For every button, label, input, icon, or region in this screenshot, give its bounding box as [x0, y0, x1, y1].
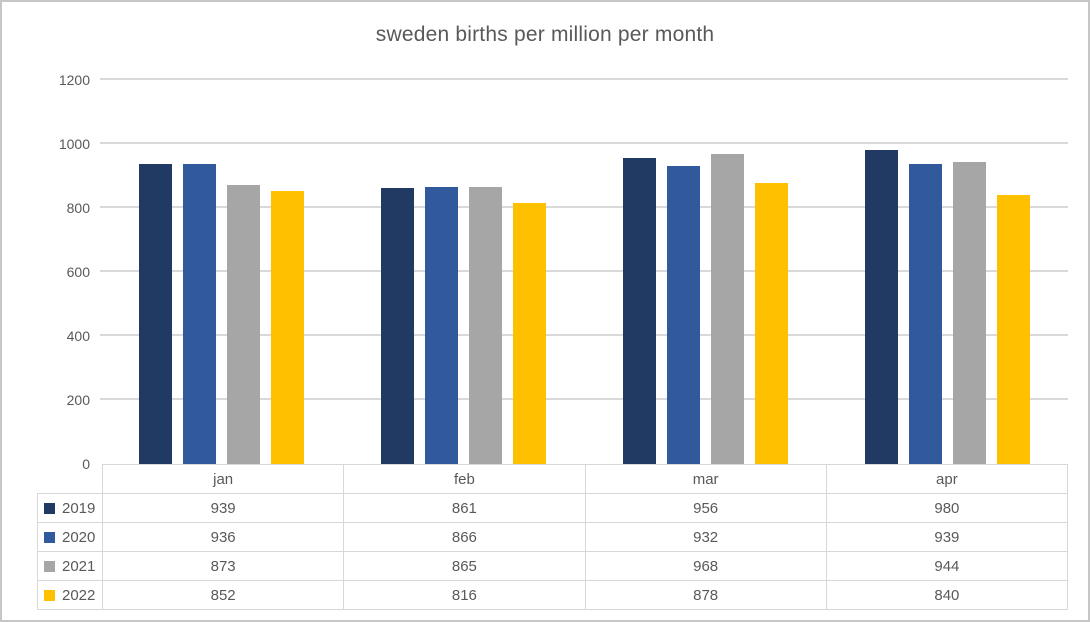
- gridline-200: [100, 398, 1068, 400]
- legend-swatch-icon-2022: [44, 589, 55, 601]
- bar-group-apr: [826, 80, 1068, 464]
- bar-2022-apr[interactable]: [996, 195, 1030, 464]
- bar-2021-mar[interactable]: [710, 154, 744, 464]
- bar-2019-mar[interactable]: [622, 158, 656, 464]
- bar-2021-feb[interactable]: [468, 187, 502, 464]
- legend-label-2019: 2019: [62, 499, 96, 517]
- data-table-row-2019: 2019 939 861 956 980: [37, 493, 1069, 523]
- legend-2022: 2022: [37, 580, 103, 610]
- gridline-400: [100, 334, 1068, 336]
- bar-group-feb: [342, 80, 584, 464]
- legend-swatch-icon-2020: [44, 531, 55, 543]
- y-tick-label-600: 600: [66, 264, 90, 280]
- column-header-jan: jan: [101, 464, 345, 494]
- y-tick-label-200: 200: [66, 392, 90, 408]
- bar-group-jan: [100, 80, 342, 464]
- cell-2021-jan: 873: [101, 551, 345, 581]
- bar-2020-jan[interactable]: [182, 164, 216, 464]
- cell-2021-feb: 865: [343, 551, 586, 581]
- bar-2019-feb[interactable]: [380, 188, 414, 464]
- gridline-600: [100, 270, 1068, 272]
- data-table-corner: [38, 465, 103, 494]
- legend-2019: 2019: [37, 493, 103, 523]
- cell-2020-feb: 866: [343, 522, 586, 552]
- cell-2019-apr: 980: [825, 493, 1069, 523]
- gridline-800: [100, 206, 1068, 208]
- legend-2021: 2021: [37, 551, 103, 581]
- legend-label-2021: 2021: [62, 557, 96, 575]
- gridline-1200: [100, 78, 1068, 80]
- data-table-row-2021: 2021 873 865 968 944: [37, 551, 1069, 581]
- cell-2022-apr: 840: [825, 580, 1069, 610]
- bar-group-mar: [584, 80, 826, 464]
- cell-2019-jan: 939: [101, 493, 345, 523]
- column-header-mar: mar: [584, 464, 827, 494]
- cell-2020-jan: 936: [101, 522, 345, 552]
- cell-2021-mar: 968: [584, 551, 827, 581]
- data-table-header-row: jan feb mar apr: [38, 464, 1069, 494]
- cell-2019-feb: 861: [343, 493, 586, 523]
- y-tick-label-1000: 1000: [58, 136, 90, 152]
- bar-2021-apr[interactable]: [952, 161, 986, 464]
- cell-2020-mar: 932: [584, 522, 827, 552]
- cell-2021-apr: 944: [825, 551, 1069, 581]
- cell-2019-mar: 956: [584, 493, 827, 523]
- bar-groups: [100, 80, 1068, 464]
- y-tick-label-400: 400: [66, 328, 90, 344]
- data-table-row-2020: 2020 936 866 932 939: [37, 522, 1069, 552]
- bar-2022-feb[interactable]: [512, 202, 546, 464]
- bar-2021-jan[interactable]: [226, 184, 260, 464]
- data-table-row-2022: 2022 852 816 878 840: [37, 580, 1069, 610]
- legend-2020: 2020: [37, 522, 103, 552]
- y-tick-label-1200: 1200: [58, 72, 90, 88]
- gridline-1000: [100, 142, 1068, 144]
- column-header-feb: feb: [343, 464, 586, 494]
- bar-2020-mar[interactable]: [666, 165, 700, 464]
- data-table: jan feb mar apr 2019 939 861 956 980 2020 936 866 9…: [37, 464, 1069, 610]
- legend-swatch-icon-2019: [44, 502, 55, 514]
- bar-2022-jan[interactable]: [270, 191, 304, 464]
- legend-label-2022: 2022: [62, 586, 96, 604]
- bar-2020-feb[interactable]: [424, 186, 458, 464]
- cell-2022-mar: 878: [584, 580, 827, 610]
- chart-title: sweden births per million per month: [375, 23, 715, 46]
- bar-2022-mar[interactable]: [754, 183, 788, 464]
- cell-2020-apr: 939: [825, 522, 1069, 552]
- column-header-apr: apr: [825, 464, 1069, 494]
- plot-area: [100, 78, 1068, 464]
- legend-label-2020: 2020: [62, 528, 96, 546]
- bar-2019-jan[interactable]: [138, 163, 172, 464]
- bar-2019-apr[interactable]: [864, 150, 898, 464]
- legend-swatch-icon-2021: [44, 560, 55, 572]
- y-tick-label-0: 0: [82, 456, 90, 472]
- bar-2020-apr[interactable]: [908, 163, 942, 464]
- cell-2022-jan: 852: [101, 580, 345, 610]
- y-axis: 0 200 400 600 800 1000 1200: [2, 72, 90, 472]
- y-tick-label-800: 800: [66, 200, 90, 216]
- cell-2022-feb: 816: [343, 580, 586, 610]
